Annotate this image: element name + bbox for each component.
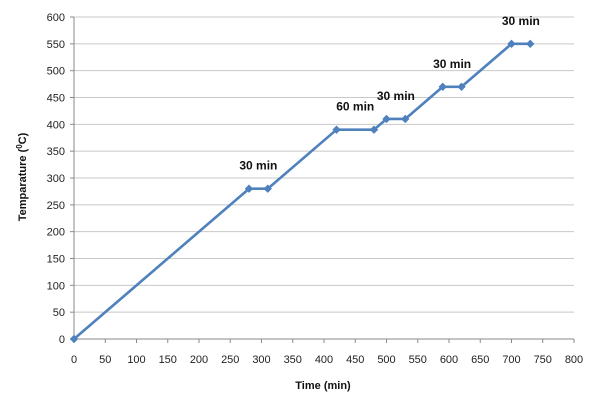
x-tick-label: 750	[534, 354, 552, 366]
y-tick-label: 250	[47, 200, 65, 212]
x-tick-label: 700	[502, 354, 520, 366]
series	[69, 39, 535, 344]
data-point-marker	[244, 184, 254, 193]
y-tick-label: 300	[47, 173, 65, 185]
x-tick-label: 0	[71, 354, 77, 366]
gridlines	[74, 16, 574, 313]
x-tick-label: 400	[315, 354, 333, 366]
data-point-marker	[69, 334, 79, 344]
x-tick-label: 50	[99, 354, 111, 366]
y-tick-label: 400	[47, 119, 65, 131]
x-tick-label: 350	[284, 354, 302, 366]
hold-time-label: 60 min	[336, 100, 374, 114]
x-tick-label: 200	[190, 354, 208, 366]
data-point-marker	[507, 39, 516, 49]
y-tick-label: 50	[53, 307, 65, 319]
x-tick-label: 250	[221, 354, 239, 366]
x-tick-label: 150	[159, 354, 177, 366]
y-axis-title-part: C)	[17, 132, 29, 144]
y-tick-label: 0	[59, 334, 65, 346]
x-tick-label: 500	[377, 354, 395, 366]
y-tick-label: 500	[47, 66, 65, 78]
y-tick-label: 600	[47, 12, 65, 24]
x-tick-label: 550	[409, 354, 427, 366]
x-tick-label: 600	[440, 354, 458, 366]
x-axis-title: Time (min)	[295, 380, 351, 392]
x-tick-label: 650	[471, 354, 489, 366]
y-axis-title-superscript: 0	[15, 144, 24, 149]
data-point-marker	[457, 82, 466, 91]
data-point-marker	[401, 114, 410, 124]
y-tick-label: 450	[47, 93, 65, 105]
y-tick-label: 200	[47, 227, 65, 239]
data-point-marker	[526, 39, 535, 49]
data-point-marker	[369, 125, 379, 134]
y-tick-label: 550	[47, 39, 65, 51]
y-tick-label: 100	[47, 280, 65, 292]
hold-time-label: 30 min	[239, 159, 277, 173]
y-tick-label: 150	[47, 254, 65, 266]
data-point-marker	[263, 184, 272, 193]
x-tick-label: 100	[127, 354, 145, 366]
hold-time-label: 30 min	[502, 14, 540, 28]
x-tick-label: 450	[346, 354, 364, 366]
y-axis-title: Temparature (0C)	[15, 132, 29, 221]
hold-time-label: 30 min	[433, 57, 471, 71]
hold-time-label: 30 min	[377, 89, 415, 103]
y-tick-labels: 0 50 100 150 200 250 300 350 400 450 500 550 600	[47, 12, 65, 346]
x-tick-label: 300	[252, 354, 270, 366]
y-tick-label: 350	[47, 146, 65, 158]
data-point-marker	[332, 125, 341, 134]
data-point-marker	[438, 82, 447, 91]
data-point-marker	[382, 114, 391, 124]
y-axis-title-part: Temparature (	[17, 148, 29, 221]
x-tick-label: 800	[565, 354, 583, 366]
x-tick-labels: 0 50 100 150 200 250 300 350 400 450 500 550 600 650 7…	[71, 354, 583, 366]
axes	[70, 16, 575, 343]
